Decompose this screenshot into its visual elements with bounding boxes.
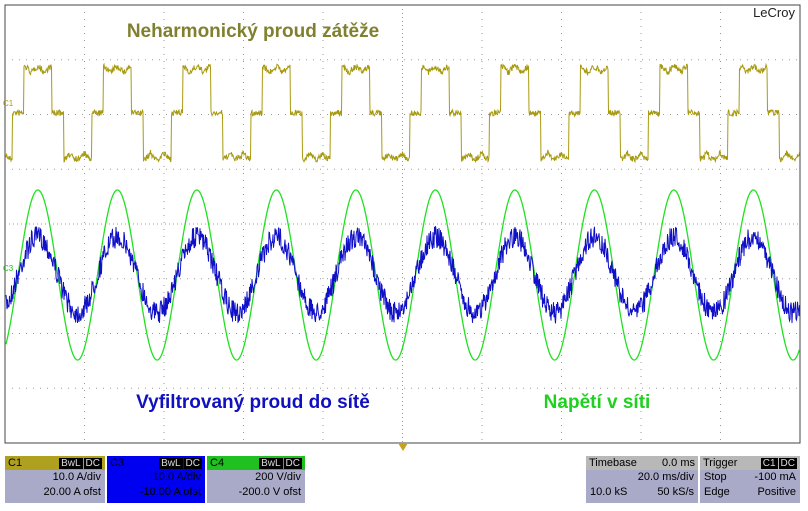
label: 10.0 A/div xyxy=(52,471,101,483)
label: C1 xyxy=(8,457,23,469)
label: Timebase xyxy=(589,457,637,469)
label: BwL xyxy=(159,458,183,469)
channel-panel[interactable]: C3 BwL DC 10.0 A/div -10.00 A ofst xyxy=(107,456,205,503)
label: C1 xyxy=(760,458,778,469)
trace-marker: C3 xyxy=(3,264,14,273)
trace-marker: C1 xyxy=(3,99,14,108)
channel-panel[interactable]: C4 BwL DC 200 V/div -200.0 V ofst xyxy=(207,456,305,503)
label: BwL xyxy=(259,458,283,469)
label: 0.0 ms xyxy=(661,457,695,469)
label: DC xyxy=(778,458,797,469)
label: 20.0 ms/div xyxy=(637,471,694,483)
label: C4 xyxy=(210,457,225,469)
label: -100 mA xyxy=(754,471,796,483)
label: Trigger xyxy=(703,457,738,469)
label: 20.00 A ofst xyxy=(43,486,102,498)
label: DC xyxy=(283,458,302,469)
annotation: Neharmonický proud zátěže xyxy=(127,21,379,42)
annotation: Vyfiltrovaný proud do sítě xyxy=(136,392,370,413)
label: C3 xyxy=(110,457,125,469)
waveform-c1 xyxy=(5,62,800,164)
label: 10.0 A/div xyxy=(152,471,201,483)
brand: LeCroy xyxy=(753,5,795,20)
label: DC xyxy=(83,458,102,469)
label: BwL xyxy=(59,458,83,469)
label: 50 kS/s xyxy=(657,486,694,498)
label: DC xyxy=(183,458,202,469)
label: Edge xyxy=(704,486,730,498)
channel-panel[interactable]: C1 BwL DC 10.0 A/div 20.00 A ofst xyxy=(5,456,105,503)
annotation: Napětí v síti xyxy=(544,392,651,413)
waveform-c4 xyxy=(5,189,801,361)
timebase-panel[interactable]: Timebase 0.0 ms 20.0 ms/div 10.0 kS 50 kS/… xyxy=(586,456,698,503)
label: Positive xyxy=(757,486,796,498)
label: 200 V/div xyxy=(255,471,301,483)
label: -10.00 A ofst xyxy=(139,486,201,498)
trigger-marker xyxy=(398,443,408,451)
label: 10.0 kS xyxy=(590,486,628,498)
waveform-c3 xyxy=(5,226,800,324)
label: Stop xyxy=(704,471,727,483)
trigger-panel[interactable]: Trigger C1 DC Stop -100 mA Edge Positive xyxy=(700,456,800,503)
label: -200.0 V ofst xyxy=(238,486,301,498)
